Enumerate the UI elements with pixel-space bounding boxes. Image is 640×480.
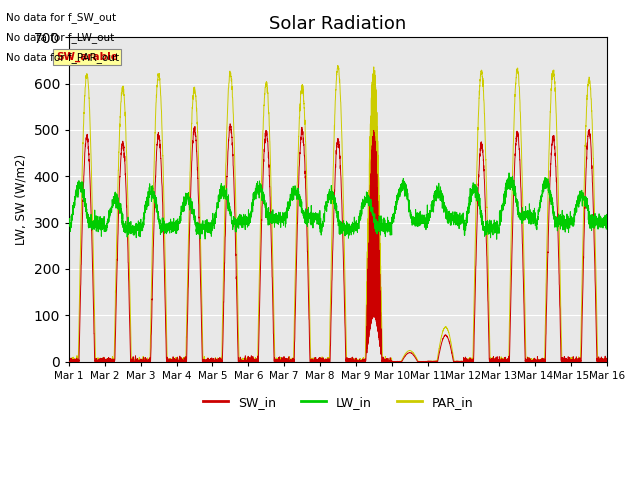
LW_in: [318, 225, 326, 231]
PAR_in: [318, 359, 326, 364]
Title: Solar Radiation: Solar Radiation: [269, 15, 406, 33]
LW_in: [489, 224, 497, 230]
PAR_in: [489, 356, 497, 362]
Line: PAR_in: PAR_in: [69, 66, 607, 361]
Line: LW_in: LW_in: [69, 173, 607, 239]
SW_in: [489, 359, 497, 364]
SW_in: [459, 359, 467, 364]
PAR_in: [603, 357, 611, 362]
SW_in: [65, 359, 73, 364]
Y-axis label: LW, SW (W/m2): LW, SW (W/m2): [15, 154, 28, 245]
LW_in: [505, 170, 513, 176]
Text: No data for f_PAR_out: No data for f_PAR_out: [6, 52, 120, 63]
LW_in: [429, 203, 436, 209]
LW_in: [493, 236, 500, 242]
SW_in: [603, 356, 611, 361]
PAR_in: [459, 359, 467, 364]
SW_in: [429, 359, 436, 364]
Text: No data for f_SW_out: No data for f_SW_out: [6, 12, 116, 23]
PAR_in: [65, 357, 73, 363]
Text: SW_arable: SW_arable: [56, 52, 118, 62]
SW_in: [227, 121, 234, 127]
PAR_in: [334, 63, 342, 69]
SW_in: [162, 321, 170, 327]
SW_in: [602, 357, 610, 362]
LW_in: [603, 215, 611, 221]
Line: SW_in: SW_in: [69, 124, 607, 361]
SW_in: [318, 359, 326, 364]
LW_in: [603, 220, 611, 226]
PAR_in: [429, 359, 436, 364]
PAR_in: [162, 285, 170, 291]
LW_in: [458, 211, 466, 217]
LW_in: [162, 223, 170, 229]
LW_in: [65, 219, 73, 225]
Legend: SW_in, LW_in, PAR_in: SW_in, LW_in, PAR_in: [198, 391, 478, 414]
PAR_in: [603, 357, 611, 362]
Text: No data for f_LW_out: No data for f_LW_out: [6, 32, 115, 43]
PAR_in: [65, 359, 73, 364]
